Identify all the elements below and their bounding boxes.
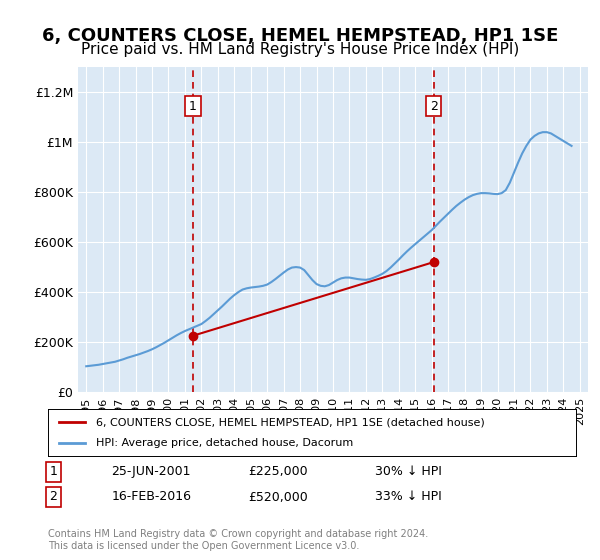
Text: 6, COUNTERS CLOSE, HEMEL HEMPSTEAD, HP1 1SE (detached house): 6, COUNTERS CLOSE, HEMEL HEMPSTEAD, HP1 … [95, 417, 484, 427]
Text: 30% ↓ HPI: 30% ↓ HPI [376, 465, 442, 478]
Text: 33% ↓ HPI: 33% ↓ HPI [376, 491, 442, 503]
Text: 2: 2 [49, 491, 57, 503]
Text: 25-JUN-2001: 25-JUN-2001 [112, 465, 191, 478]
Text: 6, COUNTERS CLOSE, HEMEL HEMPSTEAD, HP1 1SE: 6, COUNTERS CLOSE, HEMEL HEMPSTEAD, HP1 … [42, 27, 558, 45]
Text: £225,000: £225,000 [248, 465, 308, 478]
Text: Price paid vs. HM Land Registry's House Price Index (HPI): Price paid vs. HM Land Registry's House … [81, 42, 519, 57]
Text: 1: 1 [189, 100, 197, 113]
Text: 2: 2 [430, 100, 437, 113]
Text: HPI: Average price, detached house, Dacorum: HPI: Average price, detached house, Daco… [95, 438, 353, 448]
Text: £520,000: £520,000 [248, 491, 308, 503]
Text: Contains HM Land Registry data © Crown copyright and database right 2024.
This d: Contains HM Land Registry data © Crown c… [48, 529, 428, 551]
Text: 16-FEB-2016: 16-FEB-2016 [112, 491, 191, 503]
Text: 1: 1 [49, 465, 57, 478]
